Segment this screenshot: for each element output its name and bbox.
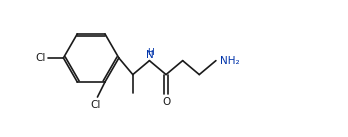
Text: O: O [162,97,170,107]
Text: H: H [147,48,153,57]
Text: NH₂: NH₂ [220,56,239,66]
Text: N: N [146,50,154,60]
Text: Cl: Cl [91,100,101,110]
Text: Cl: Cl [36,53,46,63]
